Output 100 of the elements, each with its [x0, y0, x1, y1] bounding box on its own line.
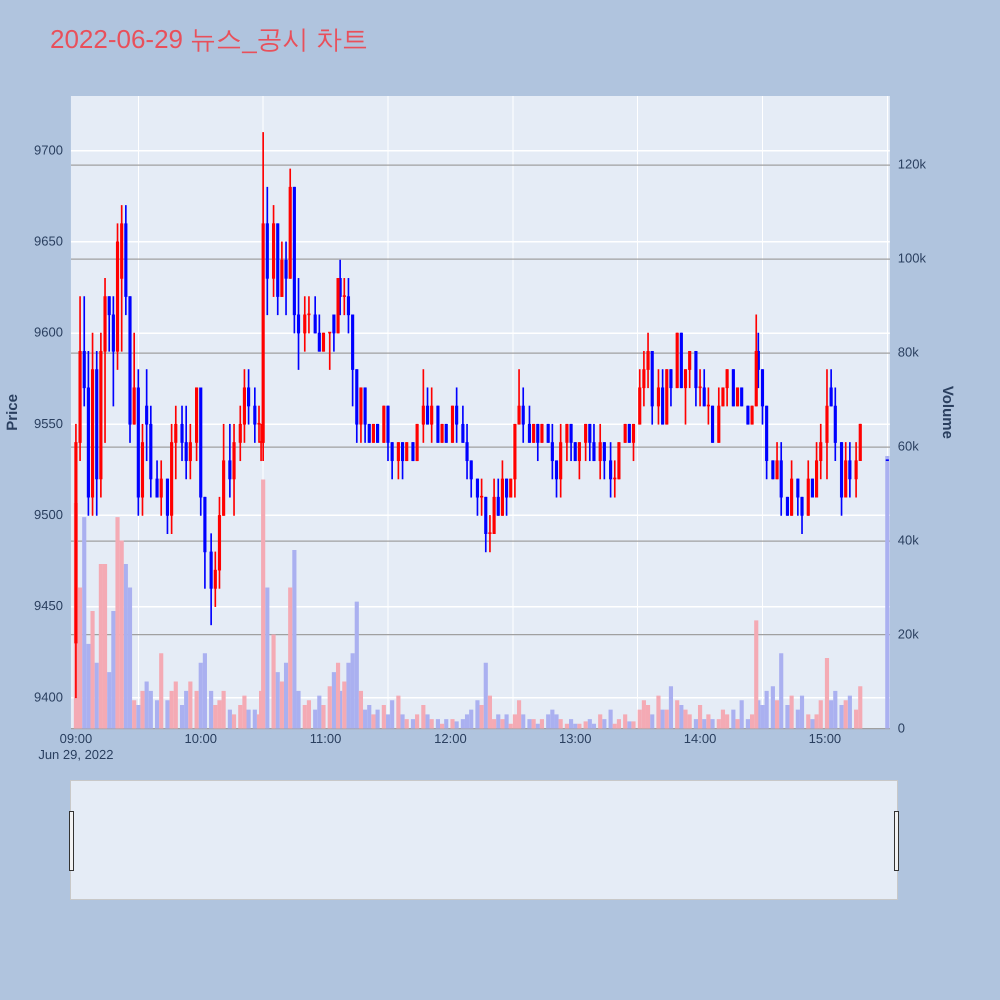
bar [232, 714, 236, 729]
bar [588, 719, 592, 729]
bar [627, 721, 632, 729]
bar [577, 724, 582, 729]
bar [706, 714, 710, 729]
bar [608, 710, 613, 729]
bar [488, 696, 492, 729]
bar [430, 719, 434, 729]
bar [848, 696, 852, 729]
bar [228, 710, 232, 729]
bar [265, 588, 270, 729]
x-tick-label: 13:00 [558, 731, 592, 746]
bar [839, 704, 844, 729]
bar [818, 700, 823, 729]
bar [790, 696, 794, 729]
bar [664, 710, 669, 729]
x-tick-label: 14:00 [684, 731, 716, 746]
bar [284, 662, 288, 729]
bar [504, 714, 509, 729]
bar [302, 704, 307, 729]
y-tick-label: 9550 [34, 416, 63, 431]
bar [276, 672, 280, 729]
bar [569, 719, 574, 729]
bar [332, 672, 336, 729]
bar [202, 653, 207, 729]
bar [194, 690, 199, 729]
bar [184, 690, 188, 729]
bar [292, 550, 296, 729]
bar [475, 700, 480, 729]
y2-tick-label: 40k [898, 532, 920, 548]
y2-tick-label: 80k [898, 344, 920, 360]
bar [165, 700, 170, 729]
y-tick-label: 9500 [34, 507, 63, 522]
bar [833, 690, 838, 729]
y-tick-label: 9700 [34, 142, 63, 158]
bar [222, 690, 226, 729]
y-tick-label: 9450 [34, 598, 63, 614]
x-tick-label: 15:00 [808, 731, 842, 746]
bar [484, 662, 488, 729]
bar [810, 719, 814, 729]
bar [367, 704, 372, 729]
bar [159, 653, 164, 729]
bar [317, 696, 322, 729]
bar [136, 704, 140, 729]
bar [94, 662, 99, 729]
bar [710, 719, 715, 729]
bar [683, 710, 688, 729]
bar [213, 704, 218, 729]
bar [288, 588, 292, 729]
x-tick-label: 11:00 [310, 731, 342, 746]
bar [774, 700, 780, 729]
y2-tick-label: 100k [898, 250, 926, 266]
bar [400, 714, 405, 729]
bar [500, 719, 505, 729]
bar [382, 704, 386, 729]
bar [764, 690, 769, 729]
bar [521, 714, 526, 729]
bar [564, 724, 569, 729]
bar [390, 700, 394, 729]
bar [824, 658, 830, 729]
bar [371, 714, 376, 729]
y2-tick-label: 0 [898, 720, 906, 736]
x-tick-label: 10:00 [184, 731, 218, 746]
bar [558, 719, 563, 729]
bar [328, 686, 332, 729]
bar [598, 714, 602, 729]
bar [98, 564, 103, 729]
bar [770, 686, 775, 729]
bar [306, 700, 312, 729]
y2-axis-title: Volume [938, 386, 956, 439]
chart-title: 2022-06-29 뉴스_공시 차트 [50, 23, 368, 56]
bar [646, 704, 650, 729]
bar [516, 700, 522, 729]
bar [342, 681, 346, 729]
bar [469, 710, 474, 729]
bar [111, 611, 116, 729]
bar [246, 710, 251, 729]
bar [702, 719, 706, 729]
bar [90, 611, 95, 729]
y-tick-label: 9650 [34, 233, 63, 248]
bar [532, 719, 536, 729]
y2-tick-label: 60k [898, 438, 920, 454]
bar [679, 704, 684, 729]
bar [321, 704, 326, 729]
bar [82, 517, 86, 729]
bar [444, 719, 448, 729]
bar [631, 721, 636, 729]
bar [536, 724, 540, 729]
bar [140, 690, 145, 729]
bar [885, 456, 890, 729]
bar [144, 681, 149, 729]
bar [252, 710, 257, 729]
y2-tick-label: 120k [898, 156, 926, 172]
bar [642, 700, 646, 729]
bar [806, 714, 810, 729]
y2-tick-label: 20k [898, 626, 920, 642]
bar [242, 696, 247, 729]
bar [844, 700, 848, 729]
bar [415, 714, 420, 729]
bar [779, 653, 784, 729]
